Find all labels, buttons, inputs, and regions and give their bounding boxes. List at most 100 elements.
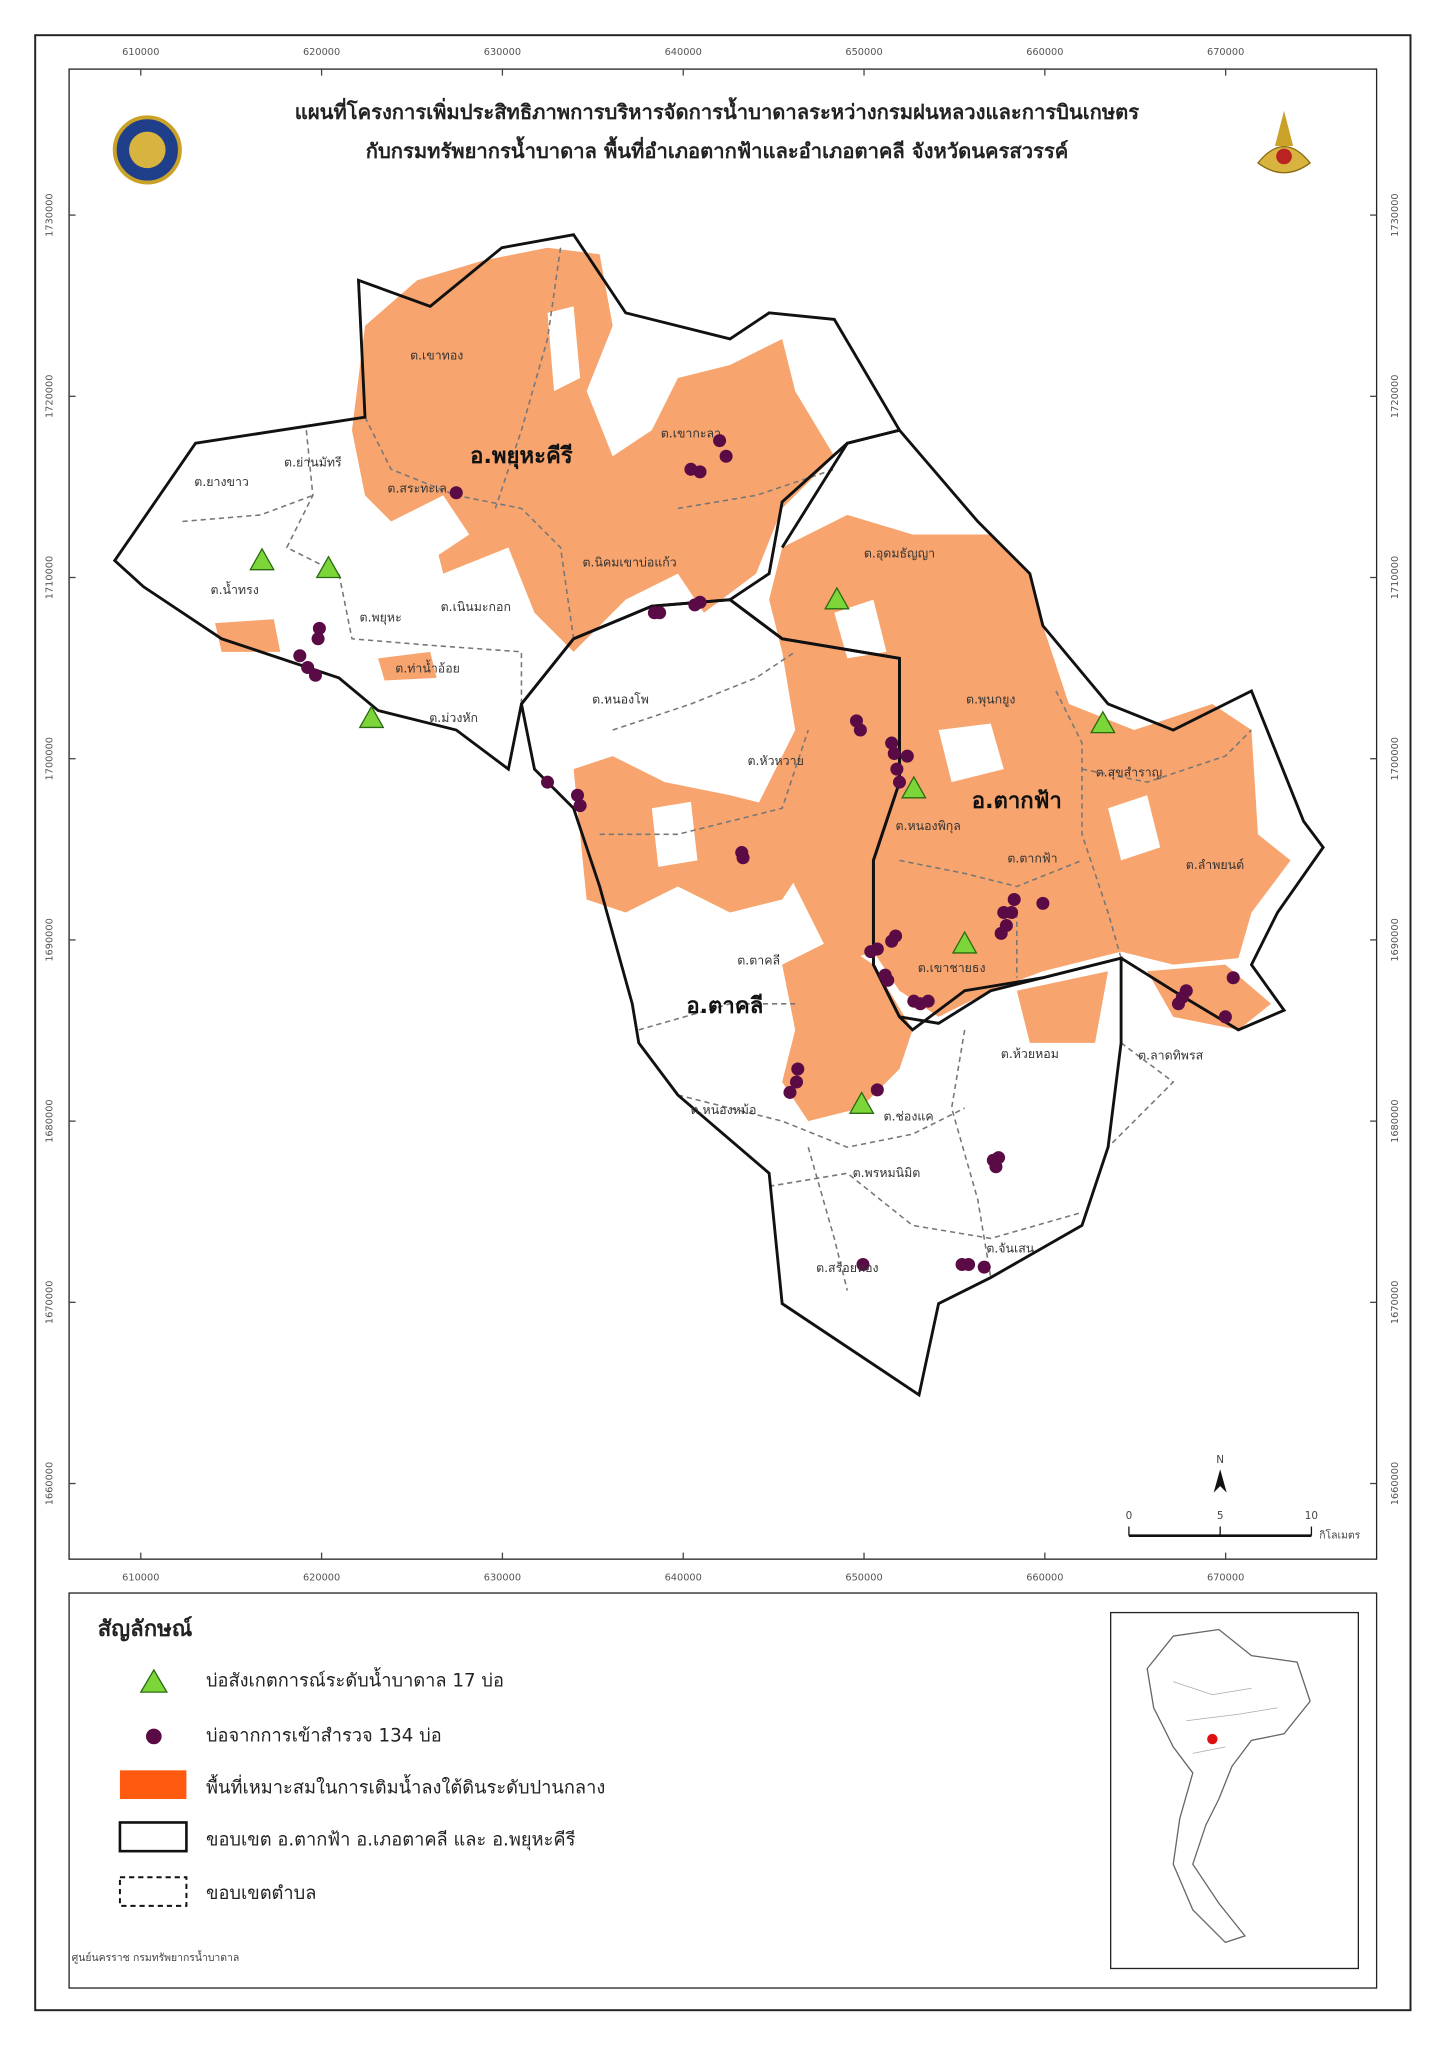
- easting-label: 640000: [665, 1572, 702, 1583]
- northing-label: 1690000: [1390, 918, 1401, 962]
- inset-country: [1146, 1628, 1311, 1944]
- subdistrict-label: ต.ห้วยหอม: [1001, 1047, 1059, 1061]
- map-title: แผนที่โครงการเพิ่มประสิทธิภาพการบริหารจั…: [295, 96, 1139, 124]
- northing-label: 1720000: [45, 375, 56, 419]
- observation-well: [824, 586, 850, 610]
- survey-well: [713, 434, 727, 448]
- legend-label: บ่อจากการเข้าสำรวจ 134 บ่อ: [206, 1725, 442, 1746]
- easting-label: 650000: [845, 1572, 882, 1583]
- district-boundaries: [112, 233, 1325, 1398]
- legend-symbol: [118, 1821, 188, 1853]
- subdistrict-label: ต.เนินมะกอก: [441, 600, 511, 614]
- subdistrict-label: ต.ช่องแค: [884, 1110, 934, 1124]
- survey-well: [570, 788, 585, 802]
- subdistrict-label: ต.หนองโพ: [592, 692, 649, 707]
- district-label: อ.พยุหะคีรี: [470, 443, 573, 470]
- survey-well: [962, 1258, 976, 1272]
- subdistrict-label: ต.ตากฟ้า: [1007, 852, 1057, 866]
- subdistrict-label: ต.ม่วงหัก: [429, 711, 478, 725]
- north-arrow: [1213, 1469, 1227, 1493]
- northing-label: 1690000: [45, 918, 56, 962]
- survey-well: [870, 942, 884, 956]
- easting-label: 610000: [122, 47, 159, 58]
- observation-well: [249, 547, 275, 571]
- easting-label: 650000: [845, 47, 882, 58]
- northing-label: 1710000: [45, 556, 56, 600]
- survey-well: [693, 595, 707, 609]
- inset-provinces: [1173, 1681, 1278, 1754]
- easting-label: 660000: [1026, 47, 1063, 58]
- survey-well: [1218, 1010, 1232, 1024]
- map-title: กับกรมทรัพยากรน้ำบาดาล พื้นที่อำเภอตากฟ้…: [366, 135, 1069, 163]
- survey-well: [889, 929, 903, 943]
- observation-well: [315, 555, 342, 579]
- survey-well: [870, 1083, 884, 1097]
- survey-well: [449, 486, 463, 500]
- subdistrict-label: ต.ลำพยนต์: [1186, 858, 1244, 872]
- survey-well: [783, 1085, 797, 1099]
- survey-well: [921, 994, 935, 1008]
- survey-well: [308, 668, 322, 682]
- subdistrict-label: ต.สระทะเล: [387, 481, 446, 495]
- subdistrict-label: ต.พุนกยูง: [966, 693, 1015, 708]
- legend-symbol: [139, 1668, 169, 1693]
- easting-label: 620000: [303, 1572, 340, 1583]
- subdistrict-label: ต.ลาดทิพรส: [1138, 1048, 1203, 1062]
- easting-label: 660000: [1026, 1572, 1063, 1583]
- subdistrict-label: ต.ตาคลี: [737, 953, 780, 967]
- survey-well: [1036, 896, 1050, 910]
- survey-well: [1179, 984, 1193, 998]
- inset-location: [1207, 1733, 1218, 1745]
- subdistrict-label: ต.เขาชายธง: [918, 961, 986, 975]
- northing-label: 1710000: [1390, 556, 1401, 600]
- survey-well: [887, 746, 901, 761]
- survey-well: [992, 1151, 1006, 1165]
- legend-label: ขอบเขต อ.ตากฟ้า อ.เภอตาคลี และ อ.พยุหะคี…: [206, 1830, 576, 1852]
- survey-well: [791, 1062, 805, 1076]
- subdistrict-label: ต.ยางขาว: [194, 475, 249, 489]
- northing-label: 1660000: [1390, 1462, 1401, 1506]
- north-label: N: [1216, 1454, 1224, 1466]
- survey-well: [573, 799, 587, 813]
- legend-label: บ่อสังเกตการณ์ระดับน้ำบาดาล 17 บ่อ: [206, 1667, 504, 1692]
- easting-label: 620000: [303, 47, 340, 58]
- district-label: อ.ตากฟ้า: [972, 788, 1062, 814]
- logo-right: [1257, 110, 1312, 174]
- easting-label: 630000: [484, 1572, 521, 1583]
- survey-well: [853, 723, 867, 737]
- subdistrict-label: ต.ท่าน้ำอ้อย: [395, 659, 460, 675]
- subdistrict-label: ต.จันเสน: [986, 1241, 1034, 1255]
- legend-symbol: [146, 1728, 162, 1745]
- subdistrict-label: ต.เขากะลา: [661, 427, 721, 441]
- survey-well: [311, 632, 325, 646]
- legend-label: ขอบเขตตำบล: [206, 1883, 316, 1904]
- survey-well: [293, 649, 307, 663]
- northing-label: 1660000: [45, 1462, 56, 1506]
- survey-well: [994, 926, 1008, 940]
- suitable-recharge-areas: [215, 247, 1291, 1122]
- easting-label: 640000: [665, 47, 702, 58]
- survey-well: [1007, 892, 1021, 907]
- subdistrict-label: ต.อุดมธัญญา: [864, 547, 935, 562]
- subdistrict-label: ต.นิคมเขาบ่อแก้ว: [583, 556, 677, 570]
- survey-well: [653, 606, 667, 620]
- scale-label: 5: [1217, 1510, 1224, 1522]
- survey-well: [312, 621, 326, 635]
- northing-label: 1730000: [1390, 193, 1401, 237]
- northing-label: 1700000: [1390, 737, 1401, 781]
- district-label: อ.ตาคลี: [686, 993, 763, 1019]
- subdistrict-label: ต.น้ำทรง: [211, 581, 259, 597]
- observation-well: [358, 705, 385, 729]
- survey-well: [693, 465, 707, 479]
- easting-label: 630000: [484, 47, 521, 58]
- easting-label: 670000: [1207, 47, 1244, 58]
- legend-title: สัญลักษณ์: [98, 1616, 193, 1642]
- northing-label: 1680000: [45, 1099, 56, 1143]
- survey-well: [977, 1260, 991, 1274]
- patch-holes: [391, 306, 1161, 867]
- scale-label: 10: [1305, 1510, 1318, 1522]
- subdistrict-label: ต.หนองหม้อ: [691, 1103, 757, 1117]
- survey-well: [789, 1075, 804, 1089]
